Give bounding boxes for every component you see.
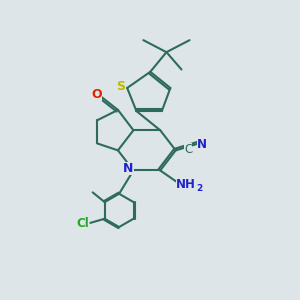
Text: S: S	[116, 80, 125, 93]
Text: Cl: Cl	[76, 217, 89, 230]
Text: N: N	[123, 162, 134, 175]
Text: 2: 2	[196, 184, 203, 193]
Text: O: O	[92, 88, 103, 101]
Text: NH: NH	[176, 178, 196, 191]
Text: N: N	[197, 138, 207, 151]
Text: C: C	[184, 143, 193, 156]
